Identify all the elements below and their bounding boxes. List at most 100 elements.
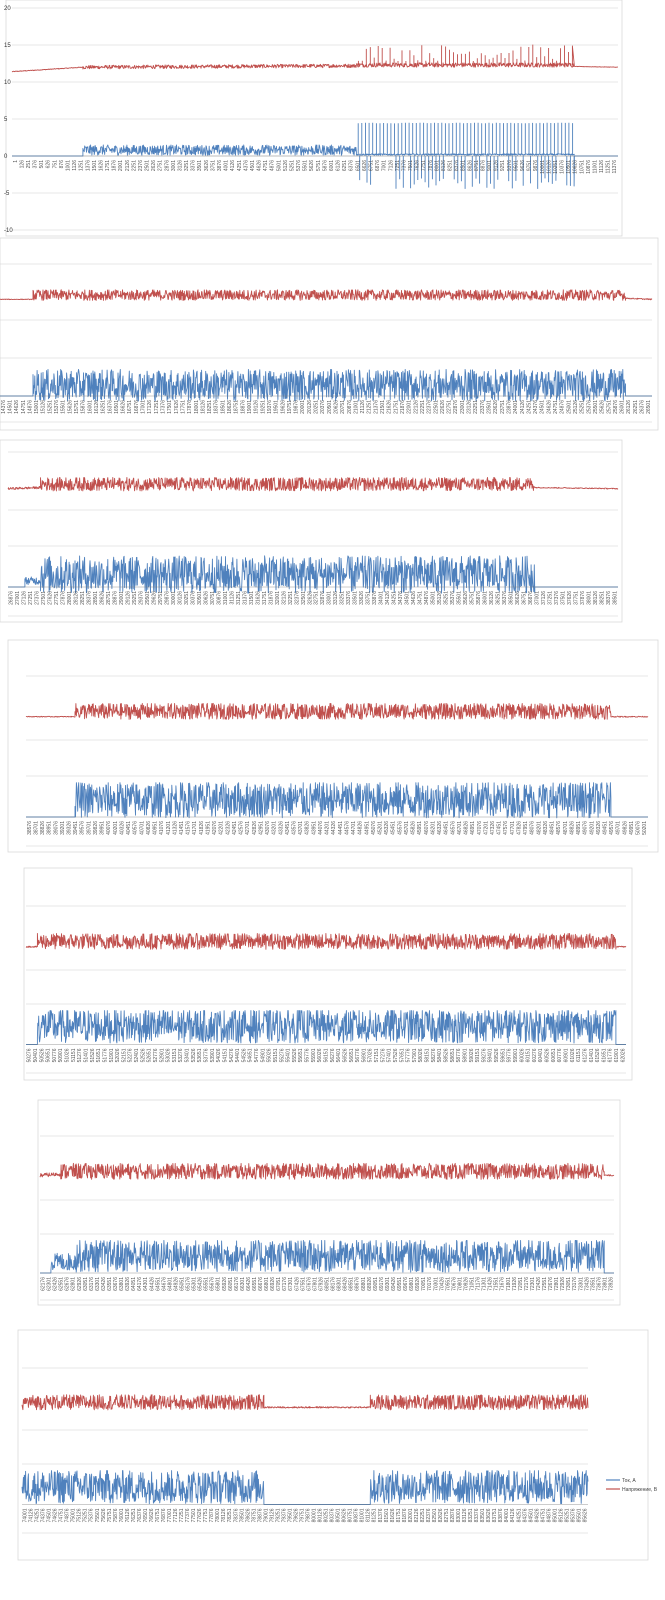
x-tick-label: 15251: [47, 400, 53, 414]
x-tick-label: 81751: [396, 1508, 402, 1522]
x-tick-label: 72551: [542, 1277, 548, 1291]
x-tick-label: 46201: [430, 821, 436, 835]
x-tick-label: 60776: [557, 1048, 563, 1062]
x-tick-label: 73301: [578, 1277, 584, 1291]
x-tick-label: 44201: [325, 821, 331, 835]
x-tick-label: 51151: [71, 1048, 77, 1062]
series-current-line: [0, 368, 652, 402]
x-tick-label: 58401: [437, 1048, 443, 1062]
x-tick-label: 84001: [504, 1508, 510, 1522]
x-tick-label: 74501: [47, 1508, 53, 1522]
x-tick-label: 44326: [331, 821, 337, 835]
x-tick-label: 60276: [532, 1048, 538, 1062]
x-tick-label: 7251: [395, 160, 401, 171]
x-tick-label: 68051: [325, 1277, 331, 1291]
x-tick-label: 83751: [492, 1508, 498, 1522]
x-tick-label: 15001: [34, 400, 40, 414]
x-tick-label: 77501: [191, 1508, 197, 1522]
series-current-line: [8, 555, 618, 594]
x-tick-label: 38376: [606, 591, 612, 605]
x-tick-label: 56151: [324, 1048, 330, 1062]
x-tick-label: 66301: [240, 1277, 246, 1291]
x-tick-label: 61901: [614, 1048, 620, 1062]
x-tick-label: 25251: [580, 400, 586, 414]
x-tick-label: 54151: [222, 1048, 228, 1062]
x-tick-label: 30001: [171, 591, 177, 605]
x-tick-label: 71926: [512, 1277, 518, 1291]
x-tick-label: 1626: [98, 160, 104, 171]
x-tick-label: 8001: [434, 160, 440, 171]
x-tick-label: 19376: [267, 400, 273, 414]
x-tick-label: 19626: [280, 400, 286, 414]
x-tick-label: 39826: [93, 821, 99, 835]
x-tick-label: 29126: [126, 591, 132, 605]
x-tick-label: 66551: [252, 1277, 258, 1291]
x-tick-label: 49451: [603, 821, 609, 835]
x-tick-label: 80751: [348, 1508, 354, 1522]
x-tick-label: 11251: [606, 160, 612, 174]
x-tick-label: 46076: [424, 821, 430, 835]
x-tick-label: 32501: [301, 591, 307, 605]
x-tick-label: 56901: [361, 1048, 367, 1062]
x-tick-label: 68551: [349, 1277, 355, 1291]
x-tick-label: 27626: [48, 591, 54, 605]
x-tick-label: 48951: [576, 821, 582, 835]
x-tick-label: 63801: [119, 1277, 125, 1291]
x-tick-label: 23251: [473, 400, 479, 414]
x-tick-label: 74251: [35, 1508, 41, 1522]
x-tick-label: 70676: [451, 1277, 457, 1291]
x-tick-label: 30751: [210, 591, 216, 605]
x-tick-label: 54276: [229, 1048, 235, 1062]
x-tick-label: 55276: [279, 1048, 285, 1062]
x-tick-label: 876: [59, 160, 65, 169]
x-tick-label: 751: [52, 160, 58, 169]
x-tick-label: 16001: [87, 400, 93, 414]
x-tick-label: 27126: [22, 591, 28, 605]
x-tick-label: 69426: [391, 1277, 397, 1291]
x-tick-label: 36251: [495, 591, 501, 605]
x-tick-label: 68801: [361, 1277, 367, 1291]
x-tick-label: 51651: [96, 1048, 102, 1062]
x-tick-label: 63676: [113, 1277, 119, 1291]
x-tick-label: 3501: [197, 160, 203, 171]
x-tick-label: 40201: [113, 821, 119, 835]
x-tick-label: 84626: [534, 1508, 540, 1522]
x-tick-label: 35626: [463, 591, 469, 605]
x-tick-label: 16501: [114, 400, 120, 414]
x-tick-label: 78626: [245, 1508, 251, 1522]
x-tick-label: 55776: [305, 1048, 311, 1062]
series-current-line: [12, 122, 618, 189]
x-tick-label: 40576: [133, 821, 139, 835]
x-tick-label: 62676: [65, 1277, 71, 1291]
x-tick-label: 62026: [620, 1048, 626, 1062]
x-tick-label: 6126: [336, 160, 342, 171]
x-tick-label: 56526: [342, 1048, 348, 1062]
x-tick-label: 19876: [294, 400, 300, 414]
x-tick-label: 56651: [349, 1048, 355, 1062]
x-tick-label: 45576: [397, 821, 403, 835]
x-tick-label: 2376: [138, 160, 144, 171]
legend-label-voltage: Напряжение, В: [622, 1487, 658, 1493]
x-tick-label: 61651: [601, 1048, 607, 1062]
y-tick-label: 10: [4, 80, 11, 86]
x-tick-label: 37751: [573, 591, 579, 605]
x-tick-label: 76626: [149, 1508, 155, 1522]
x-tick-label: 58026: [418, 1048, 424, 1062]
x-tick-label: 7751: [421, 160, 427, 171]
x-tick-label: 20876: [347, 400, 353, 414]
x-tick-label: 5501: [303, 160, 309, 171]
x-tick-label: 50076: [636, 821, 642, 835]
x-tick-label: 32876: [320, 591, 326, 605]
y-tick-label: 15: [4, 43, 11, 49]
x-tick-label: 77376: [185, 1508, 191, 1522]
x-tick-label: 45951: [417, 821, 423, 835]
x-tick-label: 18501: [220, 400, 226, 414]
x-tick-label: 74001: [23, 1508, 29, 1522]
x-tick-label: 50401: [33, 1048, 39, 1062]
x-tick-label: 75126: [77, 1508, 83, 1522]
x-tick-label: 27376: [35, 591, 41, 605]
x-tick-label: 82126: [414, 1508, 420, 1522]
x-tick-label: 58276: [431, 1048, 437, 1062]
x-tick-label: 38126: [593, 591, 599, 605]
x-tick-label: 24126: [520, 400, 526, 414]
